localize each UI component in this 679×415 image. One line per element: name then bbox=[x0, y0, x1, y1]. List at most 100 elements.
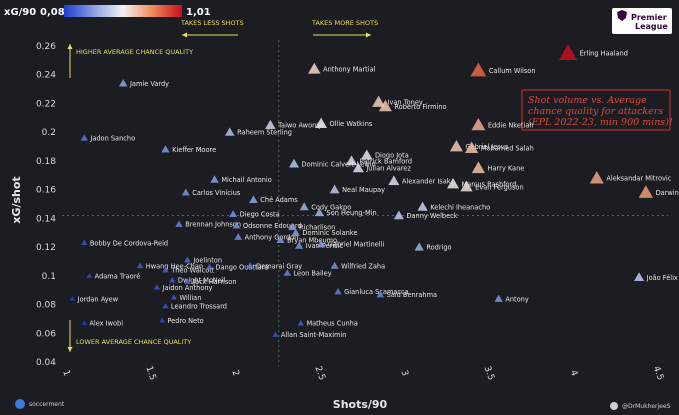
player-marker bbox=[162, 303, 169, 309]
player-label: Anthony Martial bbox=[323, 65, 376, 73]
player-marker bbox=[289, 158, 300, 168]
y-tick-label: 0.1 bbox=[42, 272, 56, 282]
x-tick-label: 2.5 bbox=[312, 365, 326, 382]
footer-right-text: @DrMukherjeeS bbox=[622, 403, 671, 410]
player-label: Jamie Vardy bbox=[129, 80, 169, 88]
player-label: Dwight McNeil bbox=[178, 277, 225, 285]
player-label: Darwin Núñez bbox=[656, 189, 679, 197]
player-label: Matheus Cunha bbox=[306, 320, 357, 328]
x-tick-label: 3 bbox=[398, 369, 409, 378]
player-marker bbox=[210, 175, 219, 183]
player-marker bbox=[388, 175, 400, 186]
lion-icon bbox=[617, 10, 627, 21]
player-marker bbox=[589, 171, 604, 184]
player-marker bbox=[414, 242, 424, 251]
player-marker bbox=[291, 228, 300, 236]
player-marker bbox=[86, 273, 93, 278]
note-line-3: (EPL 2022-23, min 900 mins)! bbox=[528, 117, 673, 128]
player-marker bbox=[299, 202, 309, 211]
player-label: Roberto Firmino bbox=[394, 103, 446, 111]
player-label: Jaidon Anthony bbox=[162, 284, 213, 292]
takes-more-label: TAKES MORE SHOTS bbox=[311, 19, 378, 27]
up-arrow-icon bbox=[67, 44, 73, 49]
player-label: Gabriel Jesus bbox=[465, 143, 508, 151]
player-marker bbox=[224, 127, 235, 136]
colorbar-label: xG/90 bbox=[4, 7, 36, 18]
player-label: Richarlison bbox=[299, 223, 335, 231]
player-label: Mohamed Salah bbox=[481, 144, 534, 152]
footer-right: @DrMukherjeeS bbox=[610, 402, 671, 410]
higher-quality-label: HIGHER AVERAGE CHANCE QUALITY bbox=[76, 48, 193, 56]
colorbar-min: 0,08 bbox=[40, 7, 65, 18]
player-marker bbox=[447, 177, 459, 189]
data-points: Erling Haaland Callum Wilson Jamie Vardy An… bbox=[69, 44, 679, 339]
player-marker bbox=[295, 241, 304, 249]
player-label: Dominic Solanke bbox=[302, 229, 357, 237]
player-label: Brennan Johnson bbox=[185, 221, 241, 229]
y-tick-label: 0.04 bbox=[36, 358, 56, 368]
x-tick-label: 1 bbox=[60, 369, 71, 378]
x-tick-label: 3.5 bbox=[482, 365, 496, 382]
player-marker bbox=[80, 134, 88, 141]
player-marker bbox=[417, 201, 428, 211]
player-label: Ollie Watkins bbox=[329, 120, 372, 128]
footer-left-text: soccerment bbox=[29, 401, 65, 408]
player-marker bbox=[634, 272, 645, 282]
player-marker bbox=[283, 269, 291, 276]
player-marker bbox=[118, 79, 128, 87]
player-marker bbox=[288, 222, 297, 231]
player-label: Diego Costa bbox=[240, 211, 280, 219]
player-marker bbox=[162, 266, 169, 273]
player-label: Odsonne Edouard bbox=[243, 222, 302, 230]
x-tick-label: 4.5 bbox=[651, 365, 665, 382]
player-label: Danny Welbeck bbox=[406, 212, 457, 220]
x-axis-title: Shots/90 bbox=[333, 398, 388, 411]
player-marker bbox=[69, 296, 76, 301]
player-label: Harry Kane bbox=[488, 165, 525, 173]
y-tick-label: 0.12 bbox=[36, 243, 56, 253]
player-marker bbox=[471, 118, 486, 131]
player-marker bbox=[297, 320, 304, 326]
player-label: Taiwo Awoniyi bbox=[277, 122, 324, 130]
player-marker bbox=[558, 44, 578, 61]
player-label: Wilfried Zaha bbox=[341, 262, 385, 270]
colorbar-max: 1,01 bbox=[186, 7, 211, 18]
footer-left: soccerment bbox=[15, 399, 65, 409]
player-label: Ché Adams bbox=[260, 196, 298, 204]
player-label: Callum Wilson bbox=[489, 67, 536, 75]
player-label: João Félix bbox=[646, 274, 678, 282]
player-marker bbox=[393, 210, 404, 220]
player-marker bbox=[376, 290, 385, 298]
player-label: Jordan Ayew bbox=[77, 295, 119, 303]
player-label: Joelinton bbox=[192, 257, 222, 265]
player-label: Julian Alvarez bbox=[365, 165, 411, 173]
player-label: Marcus Rashford bbox=[461, 180, 516, 188]
right-arrow-icon bbox=[366, 32, 371, 38]
lower-quality-label: LOWER AVERAGE CHANCE QUALITY bbox=[76, 338, 191, 346]
player-label: Michail Antonio bbox=[221, 176, 271, 184]
player-marker bbox=[170, 294, 177, 300]
colorbar bbox=[64, 5, 182, 17]
league-line2: League bbox=[635, 22, 668, 31]
player-marker bbox=[315, 117, 327, 128]
player-marker bbox=[316, 240, 326, 248]
y-tick-label: 0.14 bbox=[36, 214, 56, 224]
player-label: Evan Ferguson bbox=[475, 183, 523, 191]
player-marker bbox=[329, 184, 340, 194]
player-label: Alex Iwobi bbox=[89, 320, 123, 328]
player-label: Theo Walcott bbox=[170, 267, 215, 275]
player-marker bbox=[494, 294, 503, 302]
player-label: Aleksandar Mitrovic bbox=[606, 175, 671, 183]
player-marker bbox=[169, 276, 176, 283]
player-label: Willian bbox=[179, 294, 201, 302]
player-label: Rodrigo bbox=[426, 244, 451, 252]
y-axis-title: xG/shot bbox=[10, 176, 23, 223]
player-label: Antony bbox=[505, 295, 528, 303]
player-label: Jadon Sancho bbox=[89, 134, 135, 142]
player-marker bbox=[136, 262, 144, 269]
player-marker bbox=[449, 140, 463, 152]
premier-league-logo: Premier League bbox=[612, 8, 672, 34]
player-marker bbox=[184, 278, 191, 284]
player-label: Alexander Isak bbox=[402, 178, 451, 186]
player-marker bbox=[314, 207, 325, 217]
